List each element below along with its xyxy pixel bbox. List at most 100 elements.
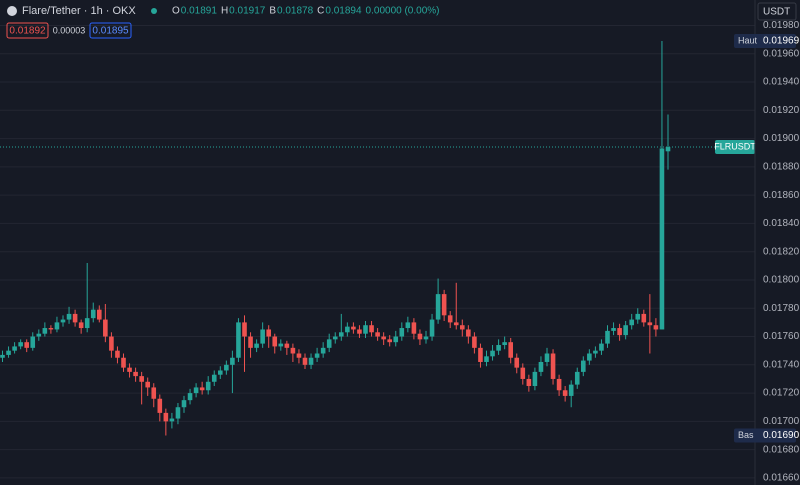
- candle-body: [72, 313, 78, 323]
- candle-body: [447, 315, 453, 323]
- candle-body: [187, 393, 193, 401]
- y-tick-label: 0.01760: [763, 331, 800, 342]
- candle-body: [381, 336, 386, 340]
- bid-price: 0.01892: [9, 26, 46, 37]
- y-tick-label: 0.01880: [763, 161, 800, 172]
- candle-body: [587, 353, 592, 361]
- y-tick-label: 0.01960: [763, 48, 800, 59]
- candle-body: [345, 326, 350, 333]
- price-axis: 0.01660 0.01680 0.01700 0.01720 0.01740 0.017…: [734, 20, 800, 484]
- candle-body: [526, 378, 532, 387]
- candle-body: [151, 387, 157, 399]
- candle-body: [6, 350, 11, 355]
- bid-box[interactable]: [6, 22, 49, 39]
- candle-body: [290, 347, 296, 354]
- candle-body: [236, 322, 241, 358]
- candle-body: [393, 336, 399, 343]
- plot: FLRUSDT: [0, 41, 756, 436]
- high-tag: [734, 34, 796, 49]
- candle-body: [538, 361, 544, 372]
- candle-body: [508, 342, 513, 358]
- currency-label: USDT: [763, 7, 790, 18]
- ohlc-legend: O 0.01891 H 0.01917 B 0.01878 C 0.01894 0.00000 …: [172, 6, 440, 17]
- candle-body: [484, 356, 489, 362]
- candle-body: [496, 345, 501, 351]
- candle-body: [24, 342, 29, 348]
- candle-body: [550, 353, 556, 379]
- candle-body: [66, 313, 72, 320]
- candle-body: [332, 336, 338, 340]
- candle-body: [54, 322, 60, 330]
- candle-body: [556, 378, 562, 391]
- y-tick-label: 0.01720: [763, 388, 800, 399]
- candle-body: [260, 329, 265, 344]
- candle-body: [272, 336, 278, 347]
- candle-body: [357, 329, 362, 334]
- candle-body: [659, 148, 665, 330]
- y-tick-label: 0.01900: [763, 133, 800, 144]
- candle-body: [12, 346, 17, 351]
- candle-body: [308, 357, 314, 365]
- candle-body: [653, 325, 659, 330]
- candle-body: [163, 412, 169, 422]
- candle-body: [169, 418, 175, 422]
- candle-body: [211, 374, 217, 382]
- candle-body: [387, 339, 392, 343]
- low-value: 0.01690: [763, 430, 800, 441]
- candle-body: [157, 398, 163, 413]
- y-tick-label: 0.01940: [763, 77, 800, 88]
- candle-body: [405, 322, 411, 329]
- candle-body: [326, 339, 332, 348]
- candle-body: [375, 332, 380, 337]
- y-tick-label: 0.01800: [763, 275, 800, 286]
- y-tick-label: 0.01700: [763, 416, 800, 427]
- candle-body: [48, 328, 54, 330]
- ask-price: 0.01895: [92, 26, 129, 37]
- candle-body: [441, 294, 447, 316]
- candle-body: [641, 313, 647, 323]
- candle-body: [478, 347, 483, 362]
- candle-body: [133, 371, 138, 377]
- last-price-tag: [715, 140, 755, 155]
- candle-body: [514, 357, 520, 368]
- ohlc-value: 0.01917: [229, 6, 266, 17]
- candle-body: [199, 387, 205, 391]
- candle-body: [568, 384, 574, 396]
- ohlc-label: B: [269, 6, 276, 17]
- spread: 0.00003: [53, 25, 86, 35]
- candle-body: [453, 322, 459, 326]
- candle-body: [18, 342, 23, 347]
- ohlc-value: 0.01894: [325, 6, 362, 17]
- ohlc-value: 0.01891: [181, 6, 218, 17]
- high-value: 0.01969: [763, 36, 800, 47]
- candle-body: [121, 357, 126, 368]
- candle-body: [574, 371, 580, 385]
- candle-body: [399, 328, 405, 337]
- ohlc-value: 0.01878: [277, 6, 314, 17]
- candle-body: [97, 309, 102, 320]
- candle-body: [605, 330, 610, 344]
- ohlc-label: C: [317, 6, 324, 17]
- symbol-icon: [7, 6, 17, 16]
- candle-body: [127, 367, 132, 372]
- candle-body: [139, 376, 144, 382]
- candle-body: [145, 381, 150, 388]
- candle-body: [296, 353, 302, 358]
- candle-body: [617, 328, 622, 336]
- candle-body: [205, 381, 211, 391]
- candle-body: [562, 390, 568, 396]
- candle-body: [593, 350, 598, 354]
- status-dot: [151, 8, 157, 14]
- candle-body: [115, 350, 120, 358]
- ask-box[interactable]: [89, 22, 132, 39]
- candle-body: [30, 336, 36, 348]
- y-tick-label: 0.01980: [763, 20, 800, 31]
- currency-select[interactable]: [757, 2, 797, 21]
- candle-body: [42, 328, 48, 334]
- candle-body: [302, 357, 308, 365]
- candle-body: [109, 336, 114, 351]
- candle-body: [78, 322, 84, 329]
